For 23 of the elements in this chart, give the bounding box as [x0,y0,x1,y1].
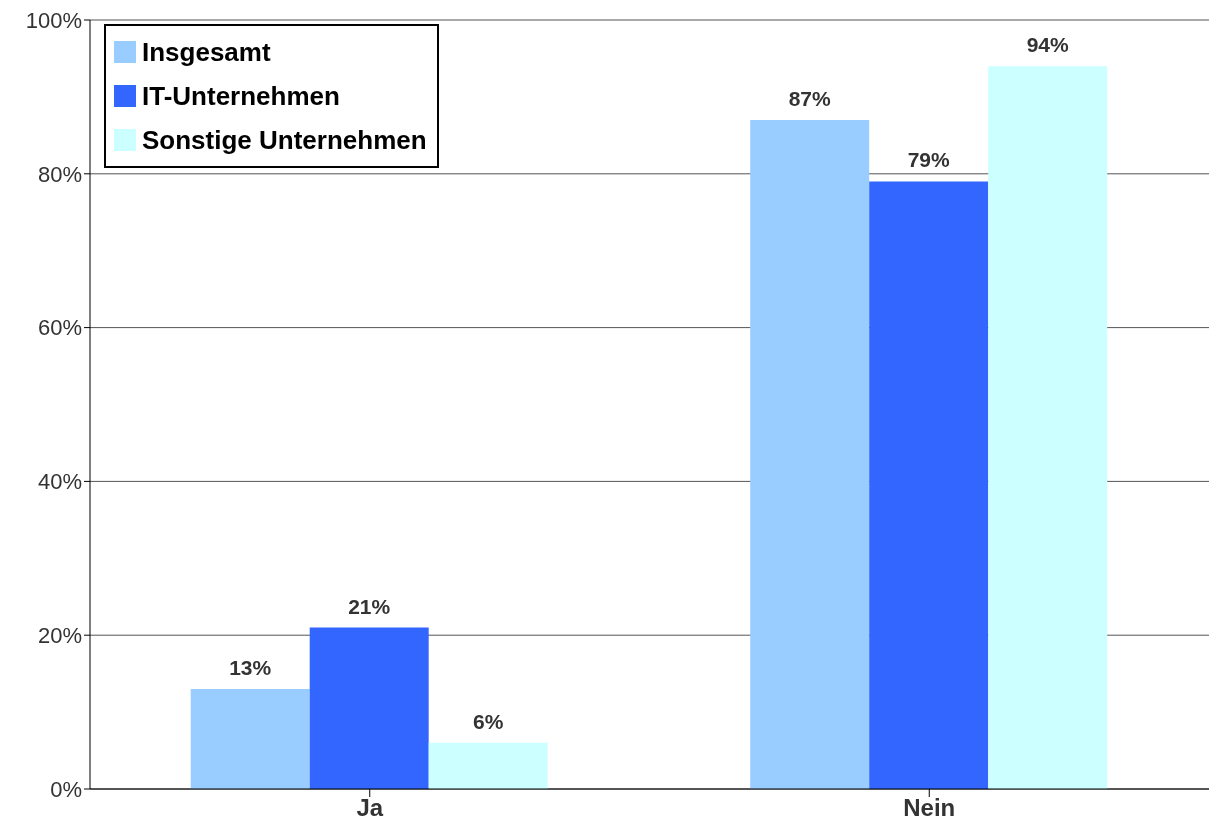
legend-label: Sonstige Unternehmen [142,124,427,156]
bar [869,181,989,789]
y-tick-label: 20% [37,623,82,649]
x-tick-label: Ja [356,794,384,822]
y-tick-label: 100% [25,7,82,33]
data-label: 13% [229,656,272,680]
bar [988,66,1108,789]
data-label: 21% [348,594,391,618]
legend-label: IT-Unternehmen [142,80,340,112]
data-label: 6% [473,709,504,733]
bar [309,627,429,789]
legend-label: Insgesamt [142,36,271,68]
y-tick-label: 80% [37,161,82,187]
bar [190,689,310,789]
bar [750,119,870,789]
data-label: 79% [907,148,951,172]
data-label: 94% [1026,33,1070,57]
y-tick-label: 60% [37,315,82,341]
data-label: 87% [788,86,832,110]
bar [428,742,548,789]
x-tick-label: Nein [903,794,956,822]
y-tick-label: 40% [37,469,82,495]
y-tick-label: 0% [50,776,82,802]
